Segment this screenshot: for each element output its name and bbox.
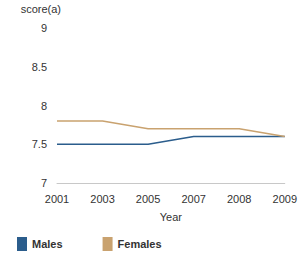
svg-text:7: 7 [41, 177, 47, 189]
svg-text:9: 9 [41, 22, 47, 34]
svg-text:Males: Males [32, 238, 63, 250]
svg-text:8: 8 [41, 100, 47, 112]
svg-text:Year: Year [160, 211, 183, 223]
svg-text:score(a): score(a) [21, 3, 61, 15]
svg-text:7.5: 7.5 [32, 138, 47, 150]
svg-text:2007: 2007 [181, 193, 205, 205]
svg-text:2005: 2005 [136, 193, 160, 205]
svg-text:2003: 2003 [90, 193, 114, 205]
svg-text:8.5: 8.5 [32, 61, 47, 73]
svg-text:2009: 2009 [273, 193, 297, 205]
svg-text:2008: 2008 [227, 193, 251, 205]
svg-text:2001: 2001 [45, 193, 69, 205]
svg-text:Females: Females [118, 238, 162, 250]
